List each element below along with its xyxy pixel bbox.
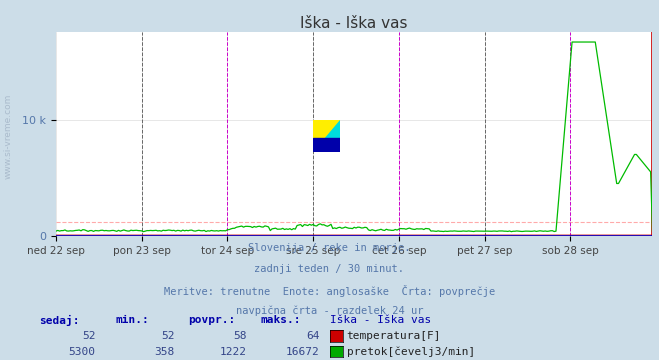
Text: povpr.:: povpr.: <box>188 315 235 325</box>
Text: Iška - Iška vas: Iška - Iška vas <box>330 315 431 325</box>
Text: navpična črta - razdelek 24 ur: navpična črta - razdelek 24 ur <box>236 306 423 316</box>
Polygon shape <box>313 120 339 152</box>
Text: pretok[čevelj3/min]: pretok[čevelj3/min] <box>347 347 475 357</box>
Text: 52: 52 <box>82 331 96 341</box>
Text: Slovenija / reke in morje.: Slovenija / reke in morje. <box>248 243 411 253</box>
Text: 52: 52 <box>161 331 175 341</box>
Text: zadnji teden / 30 minut.: zadnji teden / 30 minut. <box>254 264 405 274</box>
Text: Meritve: trenutne  Enote: anglosaške  Črta: povprečje: Meritve: trenutne Enote: anglosaške Črta… <box>164 285 495 297</box>
Text: sedaj:: sedaj: <box>40 315 80 326</box>
Text: 16672: 16672 <box>286 347 320 357</box>
Polygon shape <box>313 120 339 152</box>
Text: 1222: 1222 <box>220 347 247 357</box>
Text: maks.:: maks.: <box>260 315 301 325</box>
Text: 5300: 5300 <box>69 347 96 357</box>
Text: 58: 58 <box>234 331 247 341</box>
Text: min.:: min.: <box>115 315 149 325</box>
Polygon shape <box>313 138 339 152</box>
Text: temperatura[F]: temperatura[F] <box>347 331 441 341</box>
Title: Iška - Iška vas: Iška - Iška vas <box>301 16 408 31</box>
Text: 64: 64 <box>306 331 320 341</box>
Text: www.si-vreme.com: www.si-vreme.com <box>3 94 13 180</box>
Text: 358: 358 <box>154 347 175 357</box>
